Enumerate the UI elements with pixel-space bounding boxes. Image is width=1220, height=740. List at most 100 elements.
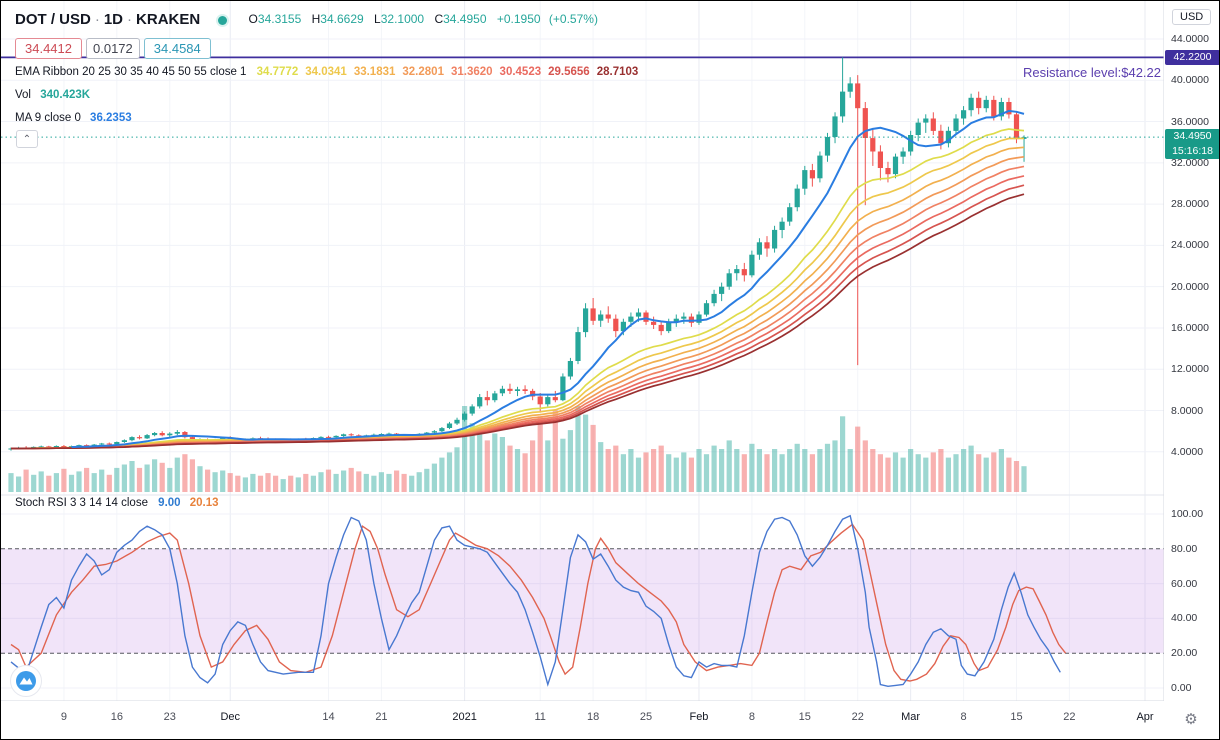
symbol-header: DOT / USD · 1D · KRAKEN O34.3155 H34.6629 L3… xyxy=(15,11,598,28)
time-axis-label: 8 xyxy=(960,711,967,723)
ema-value: 34.7772 xyxy=(256,66,299,78)
time-axis-label: 9 xyxy=(60,711,67,723)
ema-value: 31.3620 xyxy=(450,66,493,78)
time-axis-label: 8 xyxy=(748,711,755,723)
price-axis-label: 32.0000 xyxy=(1171,156,1209,169)
ema-ribbon-line xyxy=(10,128,1025,450)
bar-countdown: 15:16:18 xyxy=(1172,145,1213,157)
ema-value: 28.7103 xyxy=(596,66,639,78)
settings-gear-icon[interactable]: ⚙ xyxy=(1179,707,1203,731)
interval-label[interactable]: 1D xyxy=(103,11,124,28)
time-axis-label: 11 xyxy=(534,711,546,723)
time-axis-label: 23 xyxy=(163,711,176,723)
exchange-label[interactable]: KRAKEN xyxy=(136,11,201,28)
low-value: 32.1000 xyxy=(380,12,425,26)
price-axis-label: 24.0000 xyxy=(1171,239,1209,252)
high-label: H xyxy=(311,12,321,26)
candlestick-series xyxy=(8,57,1027,451)
price-axis-label: 44.0000 xyxy=(1171,33,1209,45)
stoch-band xyxy=(1,548,1164,654)
bid-ask-row: 34.4412 0.0172 34.4584 xyxy=(15,38,211,59)
open-label: O xyxy=(248,12,258,26)
ma-label: MA 9 close 0 xyxy=(15,112,81,124)
close-label: C xyxy=(434,12,444,26)
tradingview-logo-icon[interactable] xyxy=(10,665,42,697)
ema-value: 33.1831 xyxy=(353,66,396,78)
volume-legend[interactable]: Vol 340.423K xyxy=(15,89,90,101)
resistance-annotation[interactable]: Resistance level:$42.22 xyxy=(1022,65,1161,80)
volume-value: 340.423K xyxy=(40,89,91,101)
time-axis-label: Apr xyxy=(1136,711,1154,723)
change-percent: (+0.57%) xyxy=(548,12,598,26)
resistance-price-badge: 42.2200 xyxy=(1165,50,1219,65)
ema-ribbon-line xyxy=(10,155,1025,450)
rsi-axis-label: 60.00 xyxy=(1171,577,1198,590)
ema-ribbon-legend[interactable]: EMA Ribbon 20 25 30 35 40 45 50 55 close… xyxy=(15,66,638,78)
time-axis[interactable]: 9 16 23 Dec 14 21 2021 11 18 25 Feb 8 15 22 Mar 8 15 22 Ap… xyxy=(1,701,1219,739)
volume-series xyxy=(8,406,1027,492)
spread-value: 0.0172 xyxy=(86,38,140,59)
buy-price-button[interactable]: 34.4584 xyxy=(143,38,211,59)
ema-ribbon-title: EMA Ribbon 20 25 30 35 40 45 50 55 close… xyxy=(15,66,247,78)
time-axis-label: 22 xyxy=(1063,711,1076,723)
low-label: L xyxy=(374,12,381,26)
last-price-badge: 34.4950 15:16:18 xyxy=(1165,129,1219,159)
high-value: 34.6629 xyxy=(320,12,364,26)
ema-ribbon-line xyxy=(11,193,1025,450)
open-value: 34.3155 xyxy=(257,12,302,26)
time-axis-label: 14 xyxy=(322,711,335,723)
time-axis-label: 25 xyxy=(639,711,653,723)
price-axis-label: 36.0000 xyxy=(1171,115,1209,128)
price-axis-label: 4.0000 xyxy=(1171,445,1204,458)
ema-ribbon-line xyxy=(10,146,1025,450)
price-axis-label: 12.0000 xyxy=(1171,363,1209,376)
collapse-pane-button[interactable]: ⌃ xyxy=(16,130,38,148)
time-axis-label: 21 xyxy=(375,711,388,723)
rsi-axis-label: 100.00 xyxy=(1171,508,1204,520)
ema-ribbon-line xyxy=(10,165,1025,450)
ema-value: 30.4523 xyxy=(499,66,542,78)
ma-value: 36.2353 xyxy=(90,112,132,124)
rsi-axis-label: 0.00 xyxy=(1171,682,1192,694)
stoch-rsi-title: Stoch RSI 3 3 14 14 close xyxy=(15,497,148,509)
symbol-title[interactable]: DOT / USD xyxy=(15,11,91,28)
rsi-axis-label: 80.00 xyxy=(1171,542,1198,555)
ema-value: 32.2801 xyxy=(402,66,444,78)
time-axis-label: 16 xyxy=(110,711,123,723)
separator: · xyxy=(94,11,100,28)
ema-ribbon-line xyxy=(11,175,1025,450)
price-axis-label: 28.0000 xyxy=(1171,198,1209,211)
ema-ribbon-line xyxy=(10,137,1025,450)
market-status-icon[interactable] xyxy=(218,15,228,25)
time-axis-label: 18 xyxy=(586,711,600,723)
stoch-d-line xyxy=(10,523,1067,682)
stoch-k-value: 9.00 xyxy=(158,497,181,509)
price-axis-label: 8.0000 xyxy=(1171,404,1204,417)
ma-legend[interactable]: MA 9 close 0 36.2353 xyxy=(15,112,132,124)
time-axis-label: 22 xyxy=(851,711,864,723)
ma9-line xyxy=(71,109,1025,449)
last-price-value: 34.4950 xyxy=(1173,130,1212,142)
separator: · xyxy=(127,11,133,28)
volume-label: Vol xyxy=(15,89,31,101)
price-axis-label: 20.0000 xyxy=(1171,280,1209,293)
sell-price-button[interactable]: 34.4412 xyxy=(15,38,82,59)
stoch-rsi-legend[interactable]: Stoch RSI 3 3 14 14 close 9.00 20.13 xyxy=(15,497,219,509)
ema-ribbon-values: 34.7772 34.0341 33.1831 32.2801 31.3620 30.45… xyxy=(250,66,639,78)
ohlc-readout: O34.3155 H34.6629 L32.1000 C34.4950 +0.1… xyxy=(242,12,598,26)
price-axis[interactable]: USD 44.0000 40.0000 36.0000 32.0000 28.0000 2… xyxy=(1164,1,1219,701)
ema-value: 29.5656 xyxy=(548,66,590,78)
rsi-axis-label: 20.00 xyxy=(1171,647,1198,660)
price-axis-label: 40.0000 xyxy=(1171,74,1209,87)
time-axis-label: Feb xyxy=(689,711,709,723)
close-value: 34.4950 xyxy=(443,12,487,26)
time-axis-label: 15 xyxy=(798,711,811,723)
stoch-d-value: 20.13 xyxy=(189,497,219,509)
currency-unit-button[interactable]: USD xyxy=(1172,9,1212,25)
time-axis-label: 15 xyxy=(1010,711,1023,723)
stoch-k-line xyxy=(10,514,1061,688)
time-axis-label: 2021 xyxy=(452,711,477,723)
time-axis-label: Mar xyxy=(901,711,921,723)
